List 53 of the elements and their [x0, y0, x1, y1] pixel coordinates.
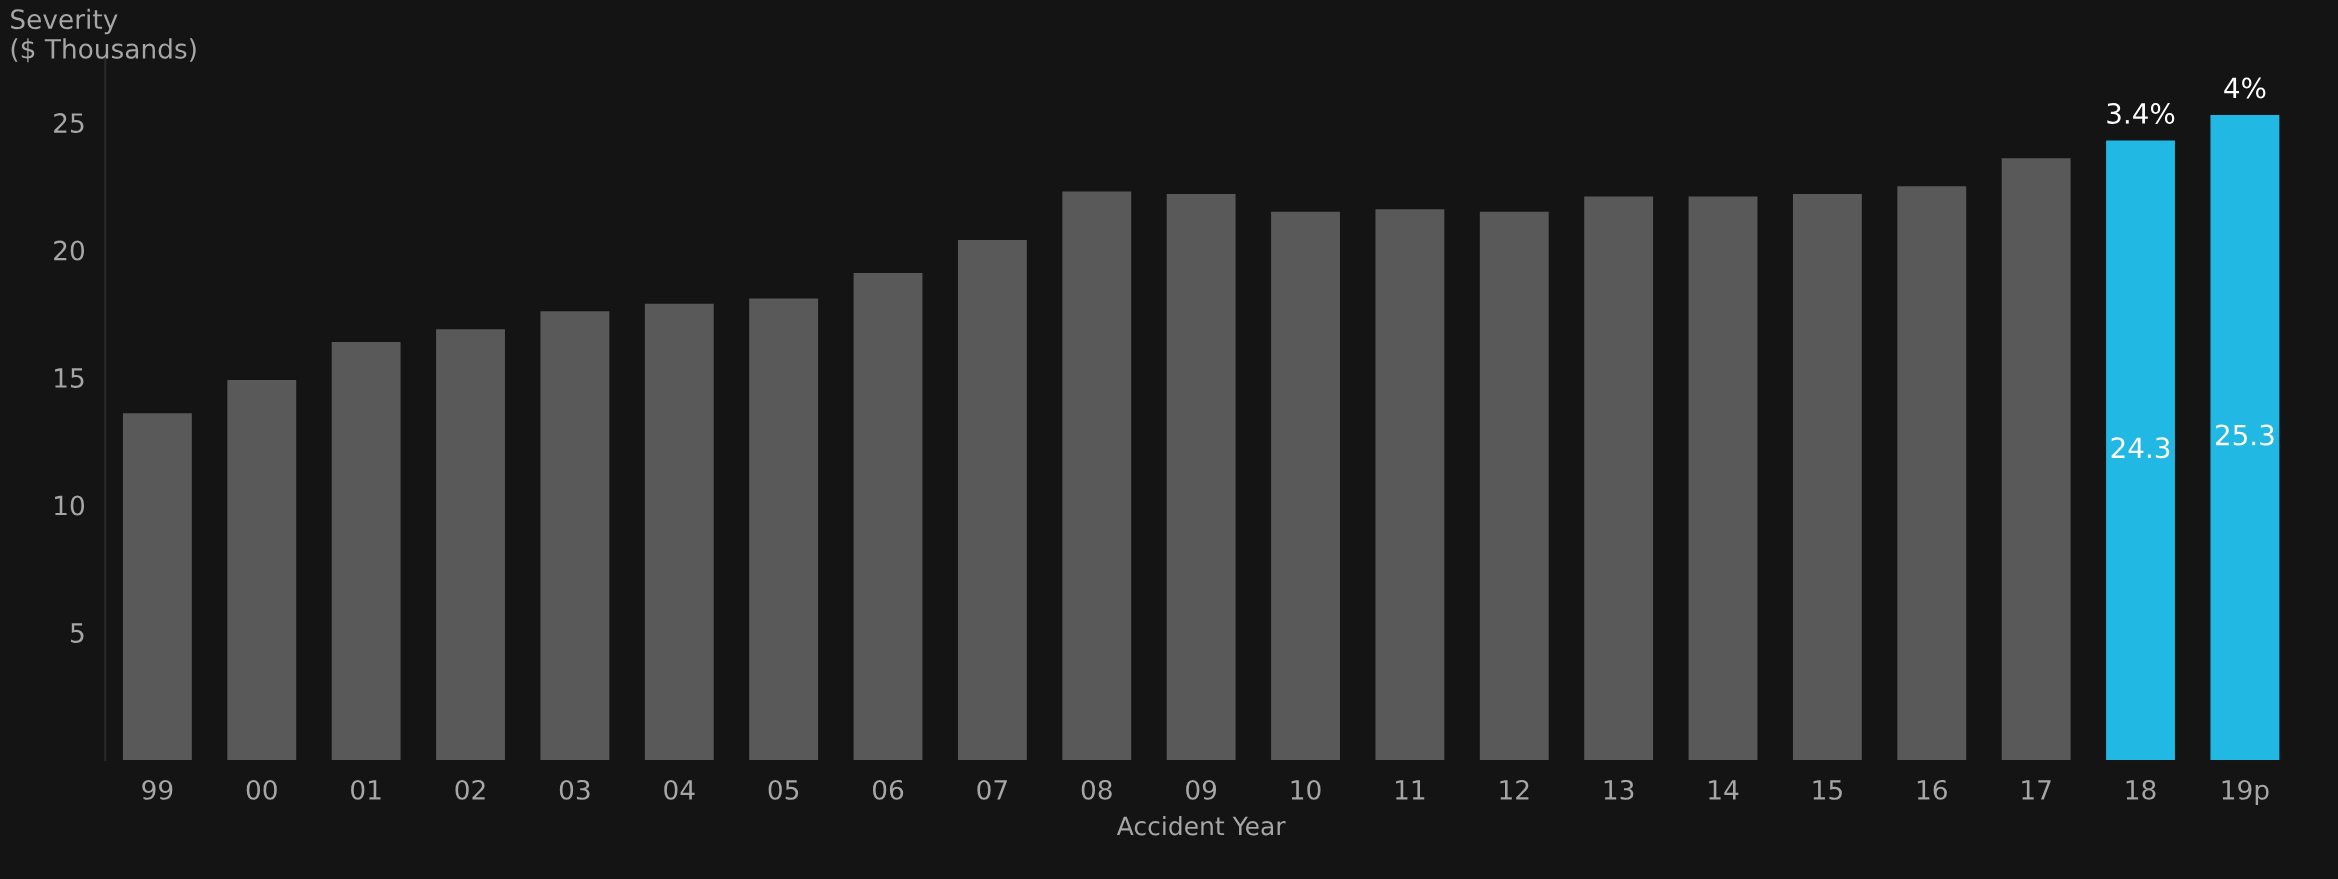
bar [331, 341, 401, 760]
bar [227, 380, 297, 760]
x-tick-label: 15 [1813, 780, 1842, 800]
x-tick-label: 05 [768, 779, 799, 800]
x-tick-label: 01 [351, 779, 381, 800]
bar [2001, 158, 2071, 760]
y-axis-title: Severity ($ Thousands) [11, 8, 196, 63]
bar [1375, 209, 1445, 760]
x-tick-label: 03 [559, 779, 590, 800]
bar [1062, 191, 1132, 760]
y-tick-label: 25 [54, 113, 84, 134]
x-tick-label: 99 [142, 779, 173, 800]
bar [122, 413, 192, 760]
x-tick-label: 08 [1081, 779, 1112, 800]
x-tick-label: 11 [1396, 780, 1425, 800]
x-tick-label: 19p [2222, 779, 2269, 805]
annotation: 4% [2224, 77, 2266, 99]
x-tick-label: 17 [2022, 780, 2051, 800]
bar [853, 273, 923, 760]
bar [2106, 140, 2175, 760]
bar [436, 329, 505, 760]
bar [957, 239, 1027, 760]
x-tick-label: 00 [246, 779, 277, 800]
data-label: 25.3 [2216, 424, 2274, 446]
data-label: 24.3 [2111, 437, 2170, 459]
y-tick-label: 15 [55, 368, 84, 388]
bar [1479, 211, 1549, 760]
bar [1271, 211, 1340, 760]
y-tick-label: 5 [71, 623, 84, 643]
x-tick-label: 12 [1500, 779, 1529, 800]
x-tick-label: 14 [1709, 780, 1739, 800]
x-tick-label: 10 [1291, 779, 1321, 800]
x-tick-label: 02 [455, 779, 485, 800]
x-tick-label: 09 [1186, 779, 1217, 800]
x-tick-label: 18 [2126, 779, 2156, 800]
x-tick-label: 13 [1604, 779, 1634, 800]
bar [1166, 194, 1236, 760]
y-tick-label: 10 [55, 495, 85, 516]
x-tick-label: 06 [872, 779, 904, 800]
x-tick-label: 07 [977, 779, 1007, 800]
bar [749, 298, 819, 760]
x-tick-label: 16 [1917, 779, 1947, 800]
bar [2210, 114, 2280, 760]
y-tick-label: 20 [54, 240, 85, 261]
bar [1688, 196, 1758, 760]
annotation: 3.4% [2107, 102, 2175, 124]
x-tick-label: 04 [664, 779, 695, 800]
bar [1584, 196, 1654, 760]
bar [1897, 186, 1967, 760]
bar [644, 303, 714, 760]
x-axis-title: Accident Year [1116, 816, 1286, 836]
bar [1792, 194, 1862, 760]
bar [540, 311, 610, 760]
